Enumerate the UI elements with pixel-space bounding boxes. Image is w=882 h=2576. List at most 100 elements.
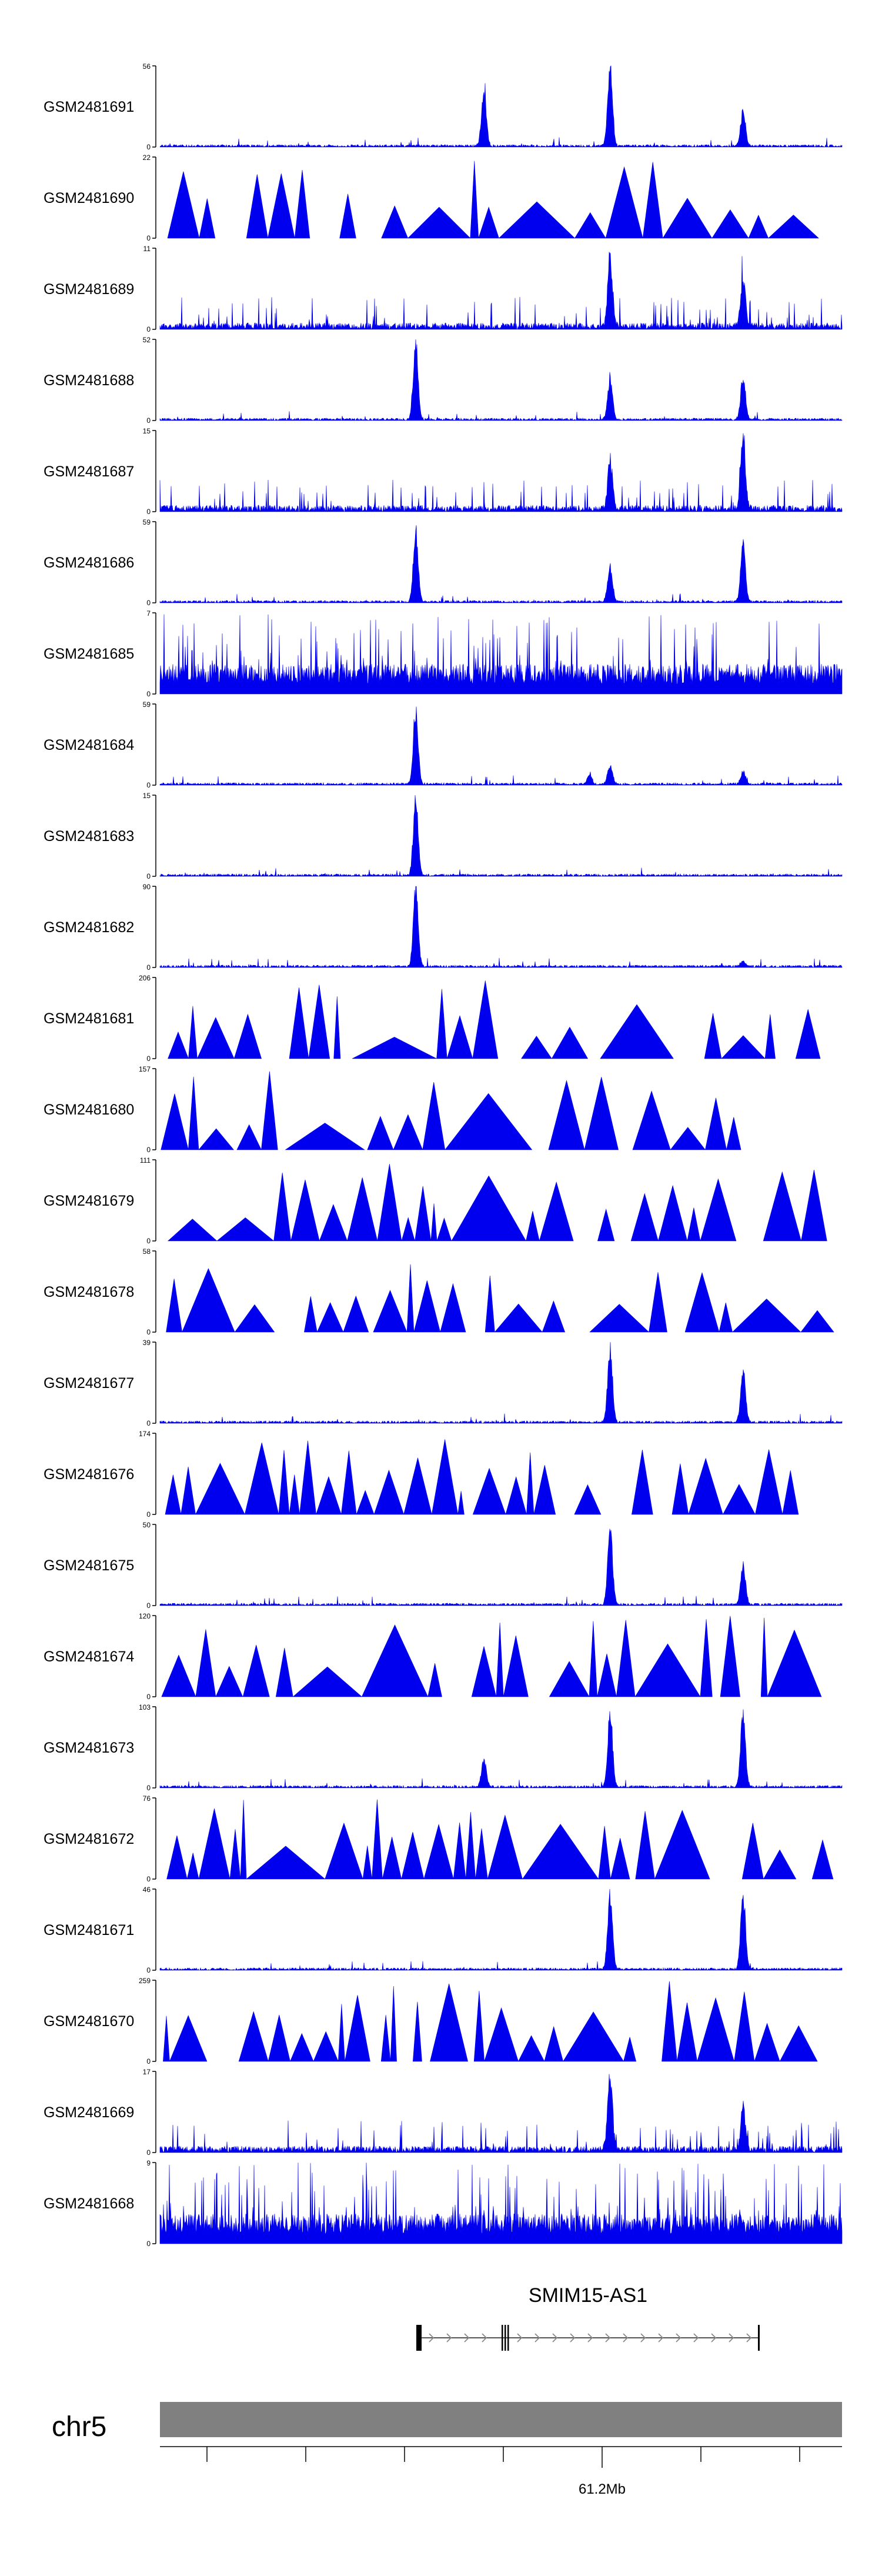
y-tick-label-max: 39	[143, 1339, 151, 1347]
y-axis: 90 0	[143, 883, 156, 972]
y-tick-label-max: 120	[139, 1612, 151, 1620]
track-label: GSM2481674	[44, 1649, 134, 1665]
y-axis: 90	[146, 2159, 156, 2248]
signal-area	[161, 1616, 822, 1697]
track-GSM2481687: GSM2481687 15 0	[44, 427, 843, 516]
gene-label: SMIM15-AS1	[529, 2284, 647, 2307]
signal-area	[159, 1529, 843, 1606]
y-tick-label-max: 52	[143, 336, 151, 344]
y-tick-label-max: 17	[143, 2068, 151, 2076]
y-axis: 70	[146, 609, 156, 698]
strand-arrow	[587, 2333, 593, 2343]
y-tick-label-min: 0	[146, 1966, 151, 1974]
signal-area	[159, 339, 843, 422]
gene-exon	[505, 2325, 506, 2351]
track-GSM2481670: GSM2481670 259 0	[44, 1977, 818, 2066]
y-tick-label-max: 11	[143, 245, 151, 253]
gene-exon	[416, 2325, 422, 2351]
track-label: GSM2481689	[44, 281, 134, 298]
signal-area	[166, 1264, 834, 1333]
y-tick-label-max: 111	[140, 1156, 151, 1164]
signal-area	[159, 65, 843, 148]
y-tick-label-max: 59	[143, 518, 151, 526]
track-GSM2481675: GSM2481675 50 0	[44, 1521, 843, 1610]
strand-arrow	[446, 2333, 452, 2343]
signal-area	[159, 2074, 843, 2153]
signal-area	[165, 1439, 799, 1515]
track-label: GSM2481690	[44, 190, 134, 206]
track-label: GSM2481669	[44, 2104, 134, 2121]
track-label: GSM2481673	[44, 1740, 134, 1756]
y-tick-label-max: 9	[146, 2159, 151, 2167]
track-GSM2481683: GSM2481683 15 0	[44, 792, 843, 880]
y-tick-label-max: 58	[143, 1247, 151, 1256]
track-label: GSM2481683	[44, 828, 134, 845]
gene-exon	[502, 2325, 503, 2351]
chromosome-axis	[160, 2446, 842, 2468]
y-tick-label-max: 174	[139, 1430, 151, 1438]
y-tick-label-max: 15	[143, 792, 151, 800]
track-label: GSM2481681	[44, 1010, 134, 1027]
track-GSM2481678: GSM2481678 58 0	[44, 1247, 834, 1336]
track-GSM2481689: GSM2481689 11 0	[44, 245, 843, 333]
signal-area	[161, 1071, 741, 1150]
y-tick-label-max: 103	[139, 1703, 151, 1711]
track-GSM2481690: GSM2481690 22 0	[44, 154, 819, 242]
y-tick-label-min: 0	[146, 1146, 151, 1154]
signal-area	[167, 161, 819, 239]
y-axis: 15 0	[143, 792, 156, 880]
track-GSM2481669: GSM2481669 17 0	[44, 2068, 843, 2157]
y-tick-label-min: 0	[146, 1328, 151, 1336]
chromosome-label: chr5	[52, 2411, 106, 2442]
track-GSM2481679: GSM2481679 111 0	[44, 1156, 827, 1245]
strand-arrow	[746, 2333, 752, 2343]
track-GSM2481673: GSM2481673 103 0	[44, 1703, 843, 1792]
y-axis: 22 0	[143, 154, 156, 242]
signal-area	[163, 1981, 818, 2062]
track-GSM2481672: GSM2481672 76 0	[44, 1794, 834, 1883]
y-tick-label-min: 0	[146, 1601, 151, 1610]
y-tick-label-min: 0	[146, 2240, 151, 2248]
track-label: GSM2481678	[44, 1284, 134, 1300]
y-axis: 103 0	[139, 1703, 156, 1792]
signal-area	[159, 1709, 843, 1789]
signal-area	[166, 1799, 834, 1880]
y-tick-label-min: 0	[146, 963, 151, 972]
y-tick-label-min: 0	[146, 872, 151, 880]
y-tick-label-max: 59	[143, 700, 151, 709]
y-axis: 50 0	[143, 1521, 156, 1610]
track-label: GSM2481684	[44, 737, 134, 753]
y-tick-label-min: 0	[146, 325, 151, 333]
y-axis: 11 0	[143, 245, 156, 333]
y-tick-label-max: 259	[139, 1977, 151, 1985]
y-tick-label-min: 0	[146, 599, 151, 607]
track-GSM2481684: GSM2481684 59 0	[44, 700, 843, 789]
track-label: GSM2481672	[44, 1831, 134, 1847]
y-axis: 56 0	[143, 62, 156, 151]
signal-area	[159, 795, 843, 877]
y-tick-label-max: 76	[143, 1794, 151, 1803]
y-axis: 17 0	[143, 2068, 156, 2157]
signal-area	[159, 1342, 843, 1424]
y-axis: 259 0	[139, 1977, 156, 2066]
gene-model	[416, 2325, 760, 2351]
chromosome-axis-label: 61.2Mb	[579, 2481, 626, 2497]
signal-area	[159, 2163, 843, 2244]
y-axis: 111 0	[140, 1156, 156, 1245]
y-axis: 76 0	[143, 1794, 156, 1883]
strand-arrow	[464, 2333, 470, 2343]
track-label: GSM2481688	[44, 372, 134, 389]
y-axis: 58 0	[143, 1247, 156, 1336]
y-tick-label-min: 0	[146, 416, 151, 425]
strand-arrow	[534, 2333, 540, 2343]
y-tick-label-max: 7	[146, 609, 151, 618]
chromosome-ideogram: chr5 61.2Mb	[52, 2402, 842, 2497]
signal-area	[167, 1164, 827, 1242]
strand-arrow	[482, 2333, 487, 2343]
strand-arrow	[711, 2333, 717, 2343]
y-tick-label-min: 0	[146, 1875, 151, 1883]
